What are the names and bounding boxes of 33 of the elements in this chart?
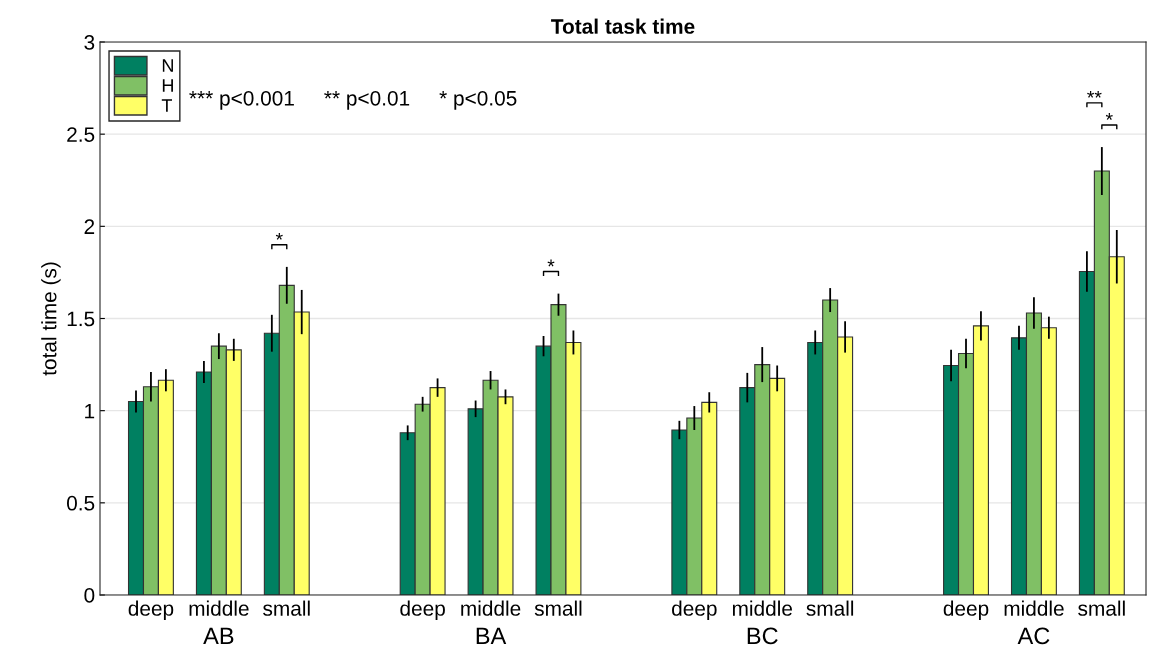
x-tick-label: small	[534, 600, 582, 616]
x-tick-label: deep	[400, 600, 445, 620]
y-tick-label: 1.5	[67, 311, 95, 327]
legend-label: H	[162, 79, 173, 92]
y-tick-label: 1	[85, 403, 95, 419]
legend-label: T	[161, 99, 172, 112]
y-tick-label: 0	[84, 588, 95, 603]
text: BA	[476, 627, 507, 645]
annotation: *	[275, 232, 283, 240]
text: BC	[747, 627, 778, 645]
x-tick-label: middle	[189, 600, 249, 616]
y-tick-label: 3	[84, 35, 95, 50]
x-tick-label: small	[806, 600, 854, 616]
x-tick-label: deep	[672, 600, 717, 620]
x-tick-label: middle	[732, 600, 792, 616]
legend-label: N	[162, 59, 173, 72]
x-tick-label: deep	[943, 600, 989, 620]
annotation: *	[547, 259, 555, 267]
x-tick-label: deep	[128, 600, 174, 620]
annotation: *	[1105, 113, 1113, 120]
y-tick-label: 2	[84, 219, 95, 234]
chart-title: Total task time	[551, 18, 695, 34]
x-tick-label: small	[1078, 600, 1125, 616]
text: AB	[203, 627, 234, 645]
x-tick-label: middle	[461, 600, 521, 616]
annotation: *** p<0.001 ** p<0.01 * p<0.05	[189, 90, 517, 110]
text: AC	[1017, 627, 1050, 645]
x-tick-label: middle	[1004, 600, 1064, 616]
x-tick-label: small	[263, 600, 310, 616]
annotation: **	[1087, 90, 1102, 98]
y-tick-label: 0.5	[66, 495, 95, 511]
y-tick-label: 2.5	[67, 127, 95, 142]
y-axis-title: total time (s)	[41, 262, 61, 376]
